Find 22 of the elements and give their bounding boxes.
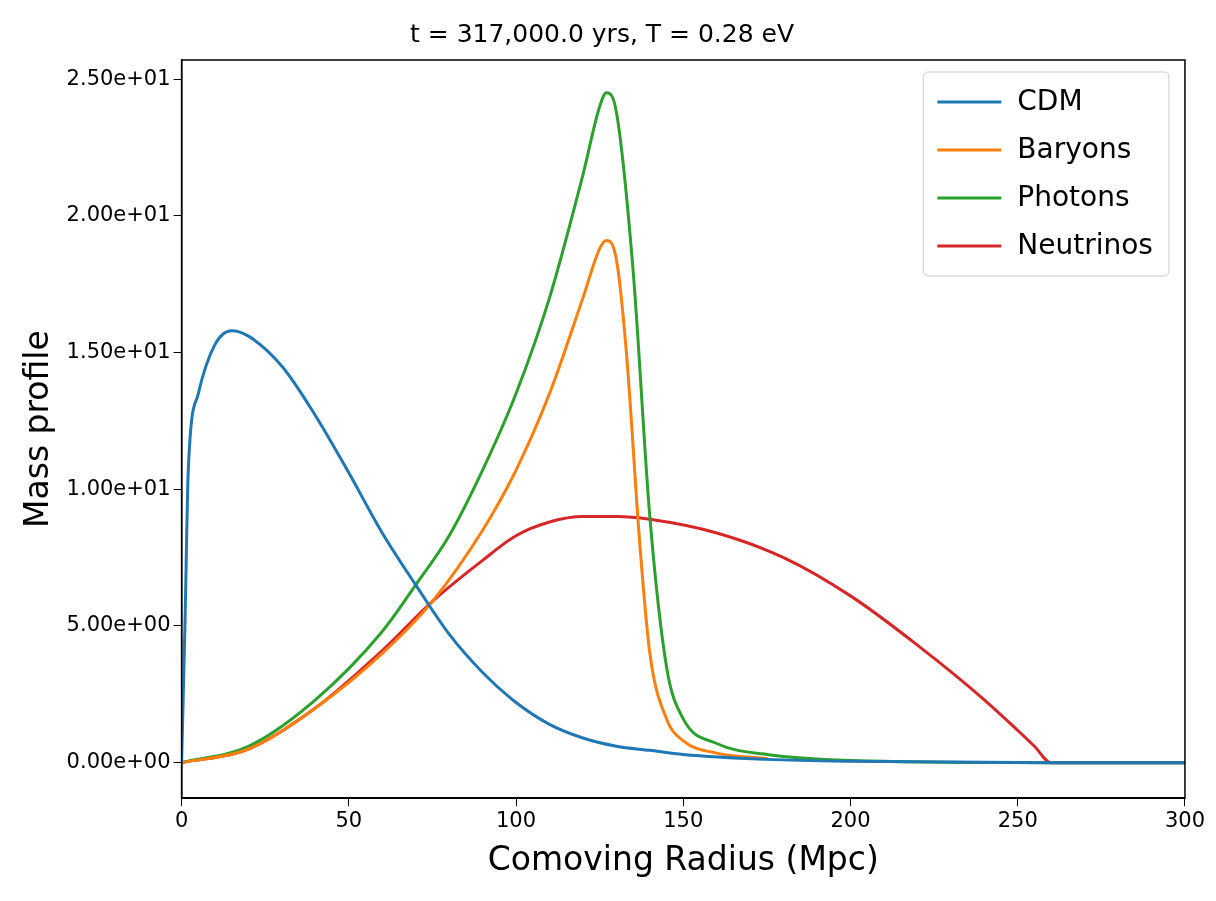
legend-label: Baryons: [1017, 132, 1132, 166]
legend-label: Neutrinos: [1017, 228, 1153, 262]
x-axis-title: Comoving Radius (Mpc): [487, 838, 879, 878]
legend-label: CDM: [1017, 84, 1083, 118]
legend-label: Photons: [1017, 180, 1130, 214]
x-tick-label: 0: [174, 808, 189, 833]
x-tick-label: 50: [335, 808, 363, 833]
y-tick-label: 5.00e+00: [66, 612, 171, 637]
chart-title: t = 317,000.0 yrs, T = 0.28 eV: [409, 18, 795, 48]
y-tick-label: 0.00e+00: [66, 749, 171, 774]
y-tick-label: 1.00e+01: [66, 475, 171, 500]
x-tick-label: 250: [997, 808, 1038, 833]
x-tick-label: 200: [830, 808, 871, 833]
line-series: [181, 238, 769, 765]
x-tick-label: 100: [496, 808, 537, 833]
y-tick-label: 2.50e+01: [66, 65, 171, 90]
y-tick-label: 2.00e+01: [66, 202, 171, 227]
line-series: [181, 329, 1185, 765]
x-tick-label: 300: [1164, 808, 1206, 833]
y-axis-title: Mass profile: [17, 330, 57, 529]
y-tick-label: 1.50e+01: [66, 339, 171, 363]
x-tick-label: 150: [663, 808, 704, 833]
